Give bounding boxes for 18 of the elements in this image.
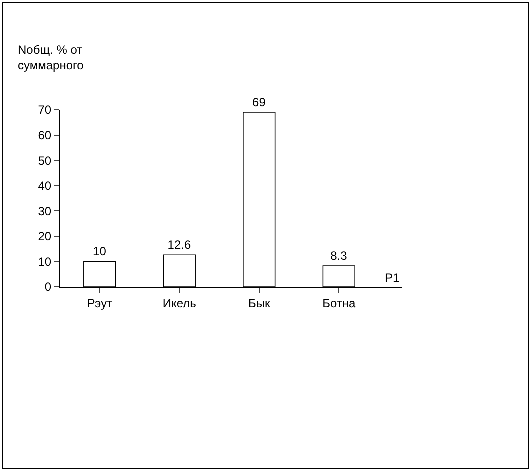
y-tick-label: 40 bbox=[38, 179, 52, 194]
x-tick-label: Ботна bbox=[322, 296, 356, 310]
data-label: 10 bbox=[93, 244, 107, 259]
x-tick-label: Икель bbox=[162, 296, 196, 310]
y-tick-label: 30 bbox=[38, 204, 52, 218]
y-tick-label: 20 bbox=[38, 230, 52, 244]
y-axis-title: Nобщ. % от суммарного bbox=[18, 43, 84, 73]
y-tick-label: 50 bbox=[38, 154, 52, 168]
y-tick-label: 10 bbox=[38, 254, 52, 269]
data-label: 69 bbox=[252, 96, 266, 110]
x-tick-label: Бык bbox=[248, 296, 272, 310]
y-tick-label: 0 bbox=[44, 280, 52, 294]
y-tick-label: 70 bbox=[38, 103, 52, 118]
data-label: 8.3 bbox=[330, 249, 348, 264]
x-tick-label: Рэут bbox=[87, 296, 114, 310]
data-label: 12.6 bbox=[168, 238, 192, 252]
text: Р1 bbox=[385, 271, 400, 285]
y-tick-label: 60 bbox=[38, 128, 52, 142]
